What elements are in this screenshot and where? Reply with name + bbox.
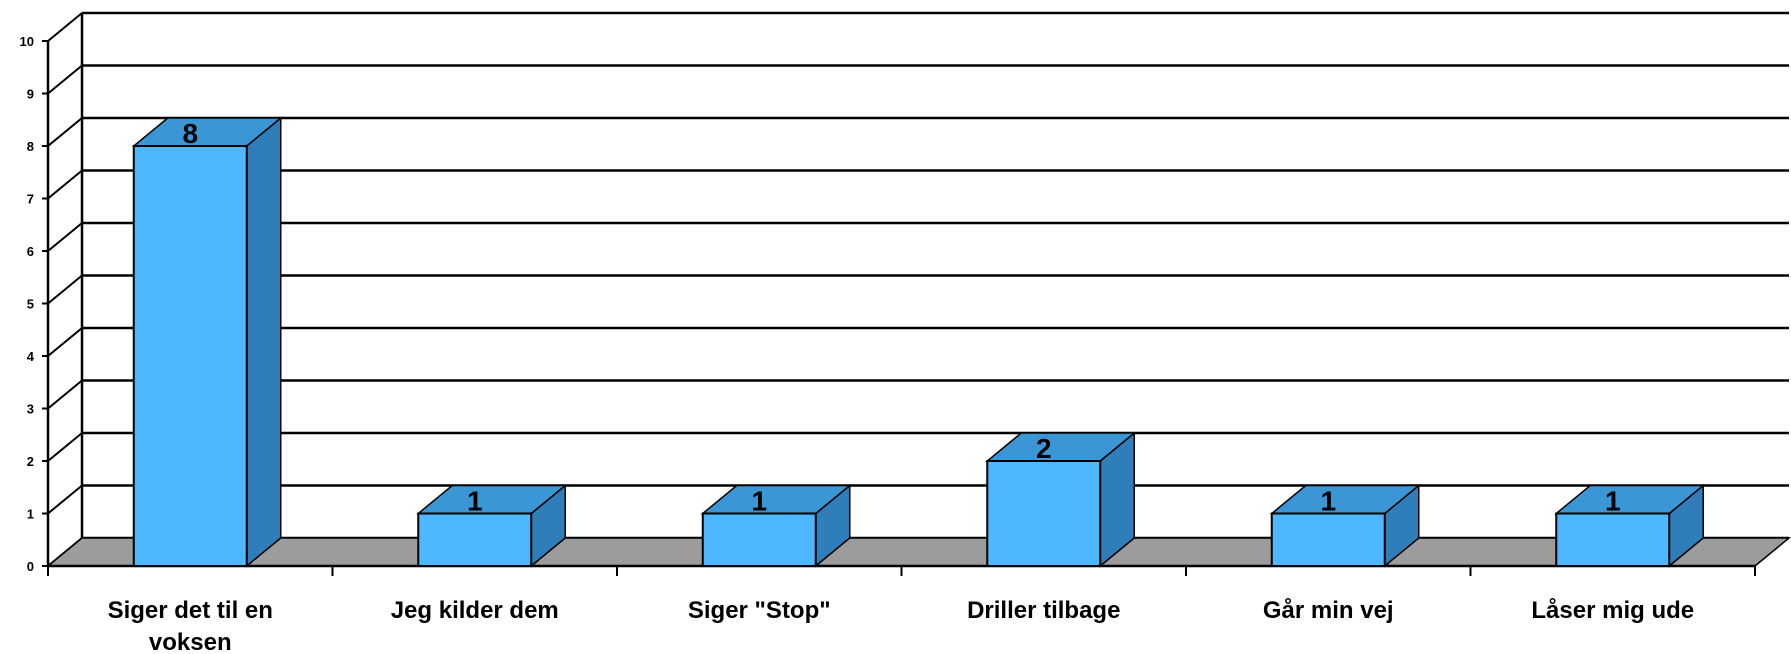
bar — [1555, 512, 1671, 567]
y-tick-label: 5 — [27, 297, 34, 312]
data-label: 1 — [751, 486, 767, 517]
y-tick-label: 6 — [27, 244, 34, 259]
x-tick-label: Driller tilbage — [967, 597, 1120, 624]
side-wall-gridline — [47, 117, 83, 147]
x-tick-label: Siger det til en voksen — [108, 597, 273, 654]
bar — [417, 512, 533, 567]
bar — [986, 460, 1102, 567]
x-tick-label: Låser mig ude — [1531, 597, 1694, 624]
side-wall-gridline — [47, 327, 83, 357]
side-wall-gridline — [47, 169, 83, 200]
y-tick-label: 8 — [27, 139, 34, 154]
side-wall-gridline — [47, 64, 83, 95]
data-label: 8 — [182, 118, 198, 149]
y-tick-label: 10 — [20, 34, 34, 49]
y-tick-label: 2 — [27, 454, 34, 469]
grid-layer — [42, 11, 1789, 567]
y-tick-label: 7 — [27, 192, 34, 207]
x-tick-label-line: Jeg kilder dem — [391, 597, 559, 624]
bar — [701, 512, 817, 567]
side-wall-gridline — [47, 222, 83, 252]
bar — [132, 145, 248, 567]
side-wall-gridline — [47, 12, 83, 42]
y-tick-label: 3 — [27, 402, 34, 417]
x-tick-label: Jeg kilder dem — [391, 597, 559, 624]
x-tick-label: Går min vej — [1263, 597, 1394, 624]
data-label: 1 — [1605, 486, 1621, 517]
side-wall-gridline — [47, 484, 83, 515]
floor-plane — [45, 537, 1791, 567]
y-tick-label: 9 — [27, 87, 34, 102]
y-tick-label: 4 — [27, 349, 35, 364]
x-tick-label-line: Driller tilbage — [967, 597, 1120, 624]
side-wall-gridline — [47, 274, 83, 305]
y-tick-label: 0 — [27, 559, 34, 574]
x-tick-label-line: Går min vej — [1263, 597, 1394, 624]
chart-floor — [45, 537, 1791, 576]
bar-side — [246, 116, 282, 568]
labels-layer: 0 1 2 3 4 5 6 7 8 9 10 8 Siger det til en voksen 1 Jeg … — [20, 34, 1695, 654]
side-wall-gridline — [47, 432, 83, 462]
data-label: 2 — [1036, 433, 1052, 464]
bar — [1270, 512, 1386, 567]
bars-layer — [131, 116, 1706, 568]
x-tick-label-line: Siger det til en — [108, 597, 273, 624]
x-tick-label-line: Låser mig ude — [1531, 597, 1694, 624]
side-wall-gridline — [47, 379, 83, 410]
x-tick-label-line: voksen — [149, 629, 232, 654]
x-tick-label-line: Siger "Stop" — [688, 597, 831, 624]
x-tick-label: Siger "Stop" — [688, 597, 831, 624]
data-label: 1 — [467, 486, 483, 517]
data-label: 1 — [1320, 486, 1336, 517]
y-tick-label: 1 — [27, 507, 34, 522]
